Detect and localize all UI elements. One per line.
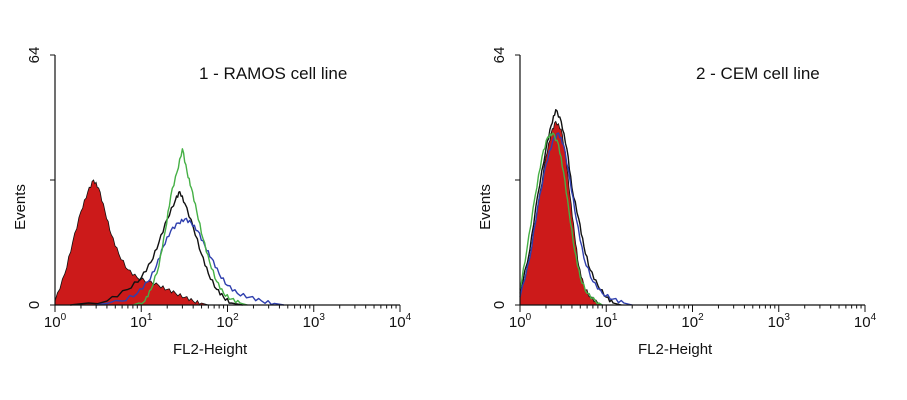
x-axis-title: FL2-Height bbox=[638, 341, 713, 358]
x-tick-label: 102 bbox=[681, 312, 704, 331]
series-layer bbox=[519, 109, 633, 306]
x-axis-title: FL2-Height bbox=[173, 341, 248, 358]
axes-layer: 100 101 102 103 104 bbox=[509, 54, 877, 331]
isotype-control-fill-0 bbox=[54, 179, 209, 306]
x-tick-label: 103 bbox=[303, 312, 326, 331]
histogram-panel-ramos: 100 101 102 103 104 1 - RAMOS cell line FL2-… bbox=[12, 47, 412, 358]
histogram-line-blue-0 bbox=[96, 217, 284, 306]
y-tick-label-64: 64 bbox=[26, 47, 43, 64]
histogram-line-black-0 bbox=[70, 191, 243, 306]
y-tick-label-0: 0 bbox=[491, 301, 508, 309]
y-axis-title: Events bbox=[477, 184, 494, 230]
x-tick-label: 100 bbox=[44, 312, 67, 331]
panel-title: 2 - CEM cell line bbox=[696, 64, 820, 83]
y-tick-label-64: 64 bbox=[491, 47, 508, 64]
y-tick-label-0: 0 bbox=[26, 301, 43, 309]
x-tick-label: 100 bbox=[509, 312, 532, 331]
panel-title: 1 - RAMOS cell line bbox=[199, 64, 347, 83]
x-tick-label: 101 bbox=[595, 312, 618, 331]
x-tick-label: 102 bbox=[216, 312, 239, 331]
histogram-line-blue-1 bbox=[519, 132, 633, 306]
x-tick-label: 104 bbox=[389, 312, 412, 331]
axes-layer: 100 101 102 103 104 bbox=[44, 54, 412, 331]
histogram-line-green-1 bbox=[519, 132, 603, 306]
histogram-panel-cem: 100 101 102 103 104 2 - CEM cell line FL2-He… bbox=[477, 47, 877, 358]
y-axis-title: Events bbox=[12, 184, 29, 230]
x-tick-label: 103 bbox=[768, 312, 791, 331]
x-tick-label: 101 bbox=[130, 312, 153, 331]
histogram-line-black-1 bbox=[519, 109, 622, 306]
series-layer bbox=[54, 148, 284, 306]
x-tick-label: 104 bbox=[854, 312, 877, 331]
histogram-line-green-0 bbox=[132, 148, 248, 306]
